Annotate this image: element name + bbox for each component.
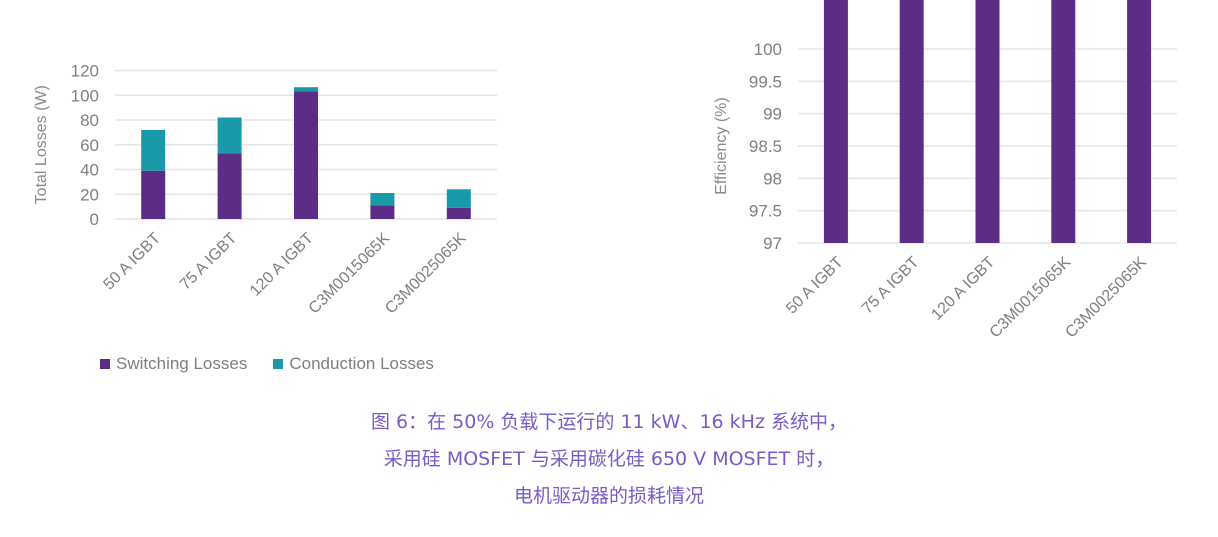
bar-conduction-losses-1: [217, 117, 242, 154]
legend-label-conduction: Conduction Losses: [289, 354, 434, 373]
x-tick-label: C3M0015065K: [987, 254, 1075, 342]
x-tick-label: 120 A IGBT: [928, 254, 998, 324]
bar-value-1: [899, 0, 924, 243]
caption-line-3: 电机驱动器的损耗情况: [513, 485, 704, 507]
y-tick-label: 98: [763, 169, 782, 188]
bar-value-2: [975, 0, 1000, 243]
y-tick-label: 80: [80, 111, 99, 130]
y-tick-label: 99: [763, 105, 782, 124]
bar-value-4: [1127, 0, 1152, 243]
bar-switching-losses-2: [294, 91, 318, 219]
y-tick-label: 0: [90, 210, 99, 229]
caption-line-2: 采用硅 MOSFET 与采用碳化硅 650 V MOSFET 时，: [383, 448, 835, 470]
y-tick-label: 100: [754, 40, 782, 59]
figure-caption: 图 6：在 50% 负载下运行的 11 kW、16 kHz 系统中， 采用硅 M…: [0, 404, 1218, 515]
y-tick-label: 99.5: [749, 72, 782, 91]
legend-swatch-conduction: [273, 359, 284, 369]
bar-conduction-losses-4: [446, 189, 471, 208]
legend-item-conduction: Conduction Losses: [273, 354, 434, 374]
x-tick-label: C3M0025065K: [1062, 254, 1150, 342]
y-axis-label: Total Losses (W): [33, 85, 50, 204]
y-tick-label: 100: [71, 86, 99, 105]
y-tick-label: 60: [80, 136, 99, 155]
x-tick-label: 50 A IGBT: [783, 254, 847, 318]
legend: Switching Losses Conduction Losses: [100, 354, 434, 374]
efficiency-chart: 97 97.5 98 98.5 99 99.5 100 Efficiency (%) 50 A …: [713, 0, 1177, 341]
legend-swatch-switching: [100, 359, 110, 369]
bar-value-0: [823, 0, 848, 243]
y-tick-label: 40: [80, 161, 99, 180]
y-tick-label: 97.5: [749, 202, 782, 221]
legend-label-switching: Switching Losses: [116, 354, 248, 373]
y-tick-label: 98.5: [749, 137, 782, 156]
x-tick-label: C3M0015065K: [306, 230, 394, 318]
x-tick-label: C3M0025065K: [382, 230, 470, 318]
legend-item-switching: Switching Losses: [100, 354, 247, 374]
y-tick-label: 20: [80, 185, 99, 204]
bar-conduction-losses-0: [141, 129, 166, 171]
caption-line-1: 图 6：在 50% 负载下运行的 11 kW、16 kHz 系统中，: [370, 411, 847, 433]
y-axis-label: Efficiency (%): [713, 97, 730, 195]
bar-conduction-losses-3: [370, 193, 395, 206]
x-tick-label: 50 A IGBT: [100, 230, 164, 294]
y-tick-label: 120: [71, 62, 99, 81]
bar-switching-losses-0: [141, 170, 166, 219]
losses-chart: 0 20 40 60 80 100 120 Total Losses (W) 50 A IGBT…: [33, 62, 497, 318]
bar-value-3: [1051, 0, 1076, 243]
x-tick-label: 75 A IGBT: [859, 254, 923, 318]
bar-switching-losses-1: [217, 153, 242, 219]
x-tick-label: 120 A IGBT: [247, 230, 317, 300]
bar-conduction-losses-2: [294, 87, 318, 92]
y-tick-label: 97: [763, 234, 782, 253]
bar-switching-losses-3: [370, 205, 395, 219]
bar-switching-losses-4: [446, 207, 471, 219]
x-tick-label: 75 A IGBT: [177, 230, 241, 294]
